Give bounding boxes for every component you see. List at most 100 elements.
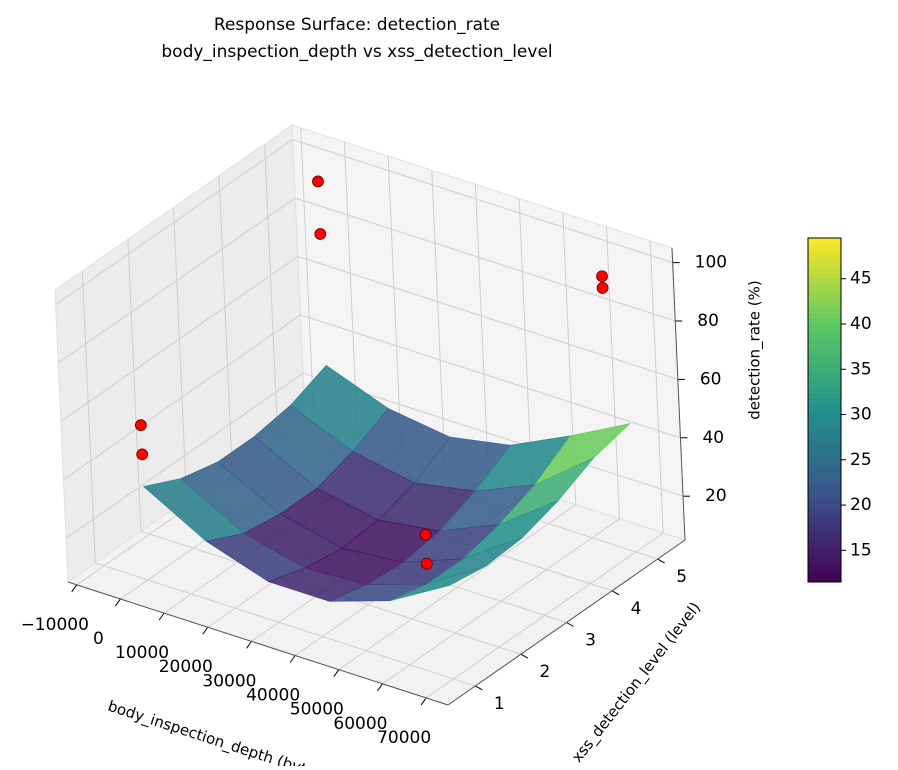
colorbar-step	[808, 570, 841, 577]
x-tick-label: 30000	[202, 671, 256, 691]
colorbar-step	[808, 243, 841, 250]
colorbar-step	[808, 415, 841, 422]
colorbar-step	[808, 364, 841, 371]
colorbar-step	[808, 306, 841, 314]
colorbar	[807, 237, 846, 583]
colorbar-step	[808, 513, 841, 520]
colorbar-step	[808, 553, 841, 560]
colorbar-step	[808, 312, 841, 319]
y-tick-label: 4	[631, 599, 642, 619]
colorbar-step	[808, 576, 841, 583]
colorbar-step	[808, 295, 841, 302]
colorbar-frame	[807, 237, 842, 583]
y-tick-label: 2	[540, 662, 551, 682]
colorbar-step	[808, 432, 841, 440]
data-point	[136, 448, 149, 461]
colorbar-step	[808, 547, 841, 554]
data-point	[312, 175, 324, 188]
x-tick	[420, 697, 427, 706]
z-tick-label: 80	[697, 311, 719, 331]
colorbar-step	[808, 381, 841, 388]
colorbar-tick-label: 30	[850, 405, 872, 425]
grid-line	[173, 207, 187, 500]
x-tick	[333, 669, 340, 677]
grid-line	[95, 562, 476, 687]
colorbar-step	[808, 369, 841, 377]
colorbar-tick-label: 40	[850, 314, 872, 334]
data-point	[596, 282, 609, 294]
colorbar-step	[808, 335, 841, 342]
grid-line	[431, 170, 446, 463]
x-tick	[71, 584, 78, 593]
colorbar-step	[808, 455, 841, 463]
colorbar-step	[808, 289, 841, 296]
y-tick-label: 1	[494, 694, 505, 714]
x-tick-label: 40000	[246, 686, 300, 706]
axis-line	[447, 539, 686, 706]
grid-line	[474, 184, 489, 477]
colorbar-step	[808, 392, 841, 400]
chart-subtitle: body_inspection_depth vs xss_detection_l…	[161, 42, 552, 62]
grid-line	[264, 144, 279, 437]
grid-line	[57, 197, 296, 364]
colorbar-tick-label: 20	[850, 495, 872, 515]
grid-line	[295, 197, 676, 322]
colorbar-step	[808, 496, 841, 503]
data-point	[596, 270, 608, 283]
y-tick	[520, 653, 529, 659]
points	[134, 175, 609, 570]
colorbar-step	[808, 358, 841, 365]
data-point	[134, 419, 147, 432]
grid-line	[63, 314, 301, 481]
x-tick-label: 50000	[290, 700, 344, 720]
z-tick-label: 100	[695, 253, 727, 273]
colorbar-step	[808, 478, 841, 486]
grid-line	[605, 226, 620, 519]
colorbar-step	[808, 490, 841, 497]
colorbar-step	[808, 278, 841, 285]
grid-line	[55, 139, 293, 306]
x-tick-label: 60000	[333, 714, 387, 734]
colorbar-step	[808, 283, 841, 291]
z-tick-label: 20	[705, 486, 727, 506]
colorbar-step	[808, 346, 841, 354]
colorbar-step	[808, 398, 841, 405]
colorbar-step	[808, 249, 841, 256]
colorbar-step	[808, 530, 841, 537]
surface-patch	[389, 565, 487, 601]
grid-line	[300, 127, 315, 420]
y-tick	[475, 685, 483, 691]
colorbar-step	[808, 559, 841, 566]
axis-line	[67, 581, 449, 706]
colorbar-step	[808, 266, 841, 273]
colorbar-step	[808, 410, 841, 417]
colorbar-step	[808, 427, 841, 434]
colorbar-step	[808, 324, 841, 331]
data-point	[314, 228, 327, 240]
colorbar-step	[808, 541, 841, 549]
y-tick-label: 3	[585, 631, 596, 651]
z-tick-label: 60	[700, 369, 722, 389]
colorbar-step	[808, 387, 841, 394]
x-tick	[246, 641, 252, 649]
colorbar-step	[808, 536, 841, 543]
colorbar-step	[808, 450, 841, 457]
colorbar-step	[808, 260, 841, 268]
colorbar-tick-label: 45	[850, 269, 872, 289]
colorbar-step	[808, 501, 841, 508]
colorbar-step	[808, 524, 841, 531]
colorbar-step	[808, 473, 841, 480]
grid-line	[297, 255, 679, 380]
colorbar-step	[808, 352, 841, 359]
x-tick	[115, 598, 121, 607]
colorbar-step	[808, 444, 841, 451]
colorbar-tick-label: 25	[850, 450, 872, 470]
y-tick	[611, 590, 620, 596]
x-tick	[158, 612, 165, 621]
x-tick	[377, 683, 383, 692]
colorbar-step	[808, 301, 841, 308]
colorbar-tick-label: 35	[850, 359, 872, 379]
colorbar-step	[808, 507, 841, 514]
colorbar-step	[808, 467, 841, 474]
z-axis-label: detection_rate (%)	[746, 280, 765, 420]
